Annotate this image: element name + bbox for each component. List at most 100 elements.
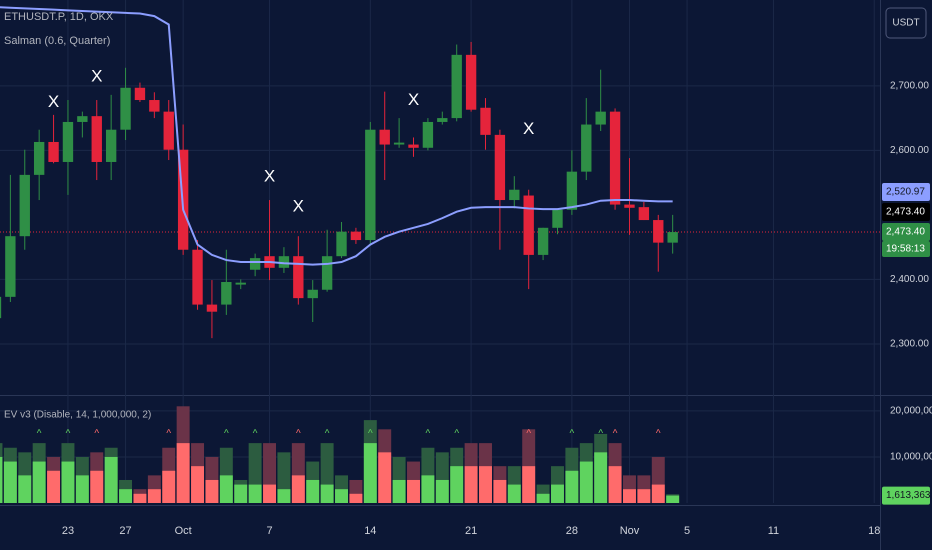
signal-marker: X bbox=[91, 66, 102, 85]
y-tick-label: 20,000,000 bbox=[890, 406, 932, 417]
candle-body bbox=[134, 87, 146, 101]
candle-body bbox=[667, 232, 678, 243]
volume-bar bbox=[61, 461, 75, 503]
volume-bar bbox=[263, 484, 277, 503]
candle-body bbox=[523, 195, 534, 255]
value-label-box bbox=[882, 486, 930, 505]
volume-signal: ^ bbox=[253, 429, 258, 440]
candle-body bbox=[537, 227, 549, 255]
x-tick-label: 18 bbox=[868, 525, 880, 537]
volume-bar bbox=[306, 479, 320, 503]
volume-bar bbox=[119, 489, 133, 503]
volume-bar bbox=[248, 484, 262, 503]
volume-signal: ^ bbox=[526, 429, 531, 440]
volume-bar bbox=[507, 484, 521, 503]
candle-body bbox=[321, 256, 333, 290]
volume-bar bbox=[47, 470, 61, 503]
volume-bar bbox=[464, 466, 478, 503]
x-tick-label: 11 bbox=[768, 525, 779, 537]
volume-signal: ^ bbox=[296, 429, 301, 440]
volume-signal: ^ bbox=[37, 429, 42, 440]
x-tick-label: 14 bbox=[364, 525, 376, 537]
volume-bar bbox=[320, 484, 334, 503]
volume-signal: ^ bbox=[570, 429, 575, 440]
candle-body bbox=[48, 141, 59, 162]
candle-body bbox=[480, 107, 491, 135]
moving-average bbox=[0, 6, 673, 266]
price-label: 2,473.40 bbox=[886, 227, 925, 238]
volume-bar bbox=[176, 443, 190, 503]
candle-body bbox=[5, 236, 16, 297]
volume-signal: ^ bbox=[656, 429, 661, 440]
candle-body bbox=[465, 54, 477, 110]
countdown-box bbox=[882, 241, 930, 258]
volume-bar bbox=[349, 493, 363, 503]
volume-bar bbox=[666, 495, 680, 503]
candle-body bbox=[235, 282, 246, 285]
price-label: 2,520.97 bbox=[886, 187, 925, 198]
volume-bar bbox=[479, 466, 492, 503]
volume-bar bbox=[234, 484, 248, 503]
volume-bar bbox=[450, 466, 464, 503]
volume-bar bbox=[335, 489, 348, 503]
candle-body bbox=[451, 54, 462, 119]
volume-bar bbox=[435, 479, 449, 503]
candle-body bbox=[566, 171, 578, 210]
candle-body bbox=[307, 289, 318, 299]
volume-bar bbox=[421, 475, 435, 503]
volume-bar bbox=[277, 489, 291, 503]
candle-body bbox=[408, 144, 419, 148]
y-tick-label: 2,600.00 bbox=[890, 145, 929, 156]
y-tick-label: 2,700.00 bbox=[890, 80, 929, 91]
candle-body bbox=[163, 111, 174, 150]
volume-signal: ^ bbox=[426, 429, 431, 440]
volume-bar bbox=[622, 489, 636, 503]
candle-body bbox=[249, 258, 261, 270]
volume-bar bbox=[147, 489, 161, 503]
value-label: 1,613,363 bbox=[886, 490, 931, 501]
price-label: 2,473.40 bbox=[886, 207, 925, 218]
candle-body bbox=[638, 207, 650, 221]
candle-body bbox=[595, 111, 606, 125]
volume-signal: ^ bbox=[94, 429, 99, 440]
volume-signal: ^ bbox=[613, 429, 618, 440]
price-label-box bbox=[882, 223, 930, 242]
signal-marker: X bbox=[48, 92, 59, 111]
candle-body bbox=[509, 189, 520, 201]
volume-bar bbox=[104, 456, 118, 503]
candle-body bbox=[552, 209, 563, 228]
currency-button[interactable] bbox=[885, 7, 927, 39]
chart-title: ETHUSDT.P, 1D, OKX bbox=[4, 11, 114, 23]
candle-body bbox=[206, 304, 218, 312]
volume-bar bbox=[637, 489, 651, 503]
candle-body bbox=[77, 116, 88, 122]
volume-bar bbox=[90, 470, 104, 503]
candle-body bbox=[653, 220, 664, 243]
candle-body bbox=[336, 231, 347, 257]
candle-body bbox=[91, 116, 102, 162]
candle-body bbox=[293, 256, 304, 299]
grid bbox=[0, 0, 880, 503]
signal-marker: X bbox=[293, 197, 304, 216]
y-tick-label: 10,000,000 bbox=[890, 452, 932, 463]
candle-body bbox=[149, 100, 160, 112]
candle-body bbox=[609, 111, 621, 205]
countdown: 19:58:13 bbox=[886, 244, 925, 255]
signal-marker: X bbox=[264, 166, 275, 185]
volume-bar bbox=[378, 452, 392, 503]
volume-bar bbox=[407, 479, 420, 503]
x-tick-label: 7 bbox=[266, 525, 272, 537]
volume-signal: ^ bbox=[598, 429, 603, 440]
volume-signal: ^ bbox=[66, 429, 71, 440]
candle-body bbox=[221, 282, 232, 305]
currency-button-label[interactable]: USDT bbox=[892, 18, 919, 29]
candle-body bbox=[393, 142, 405, 145]
price-label-box bbox=[882, 203, 930, 222]
volume-bar bbox=[551, 484, 564, 503]
indicator-title: Salman (0.6, Quarter) bbox=[4, 35, 110, 47]
x-tick-label: Oct bbox=[175, 525, 192, 537]
volume-bar bbox=[75, 475, 89, 503]
candle-body bbox=[581, 124, 592, 172]
